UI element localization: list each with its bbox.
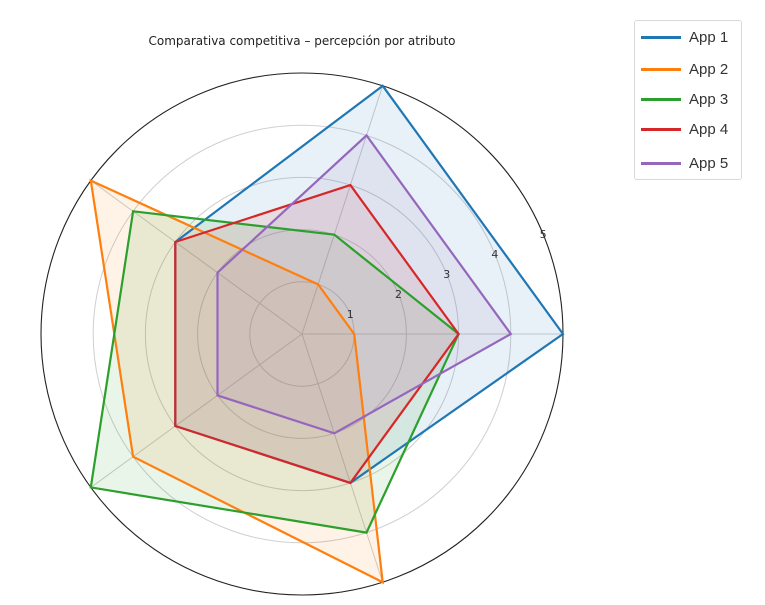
series-line-5 bbox=[216, 133, 513, 435]
series-fill-5 bbox=[217, 135, 511, 434]
legend-label: App 4 bbox=[689, 120, 729, 138]
legend-item-app-3: App 3 bbox=[641, 89, 728, 109]
series-line-4 bbox=[174, 183, 460, 485]
legend: App 1 App 2 App 3 App 4 App 5 bbox=[634, 20, 742, 180]
radial-tick-label: 1 bbox=[347, 308, 354, 321]
series-line-3 bbox=[89, 210, 460, 534]
series-line-2 bbox=[89, 178, 385, 585]
legend-label: App 1 bbox=[689, 28, 729, 46]
series-fill-3 bbox=[90, 211, 459, 533]
legend-item-app-5: App 5 bbox=[641, 153, 728, 173]
legend-swatch-line-icon bbox=[641, 35, 681, 39]
grid-spoke bbox=[301, 333, 384, 583]
grid-spoke bbox=[90, 333, 303, 488]
radial-tick-label: 3 bbox=[443, 268, 450, 281]
legend-swatch-line-icon bbox=[641, 127, 681, 131]
legend-item-app-1: App 1 bbox=[641, 27, 728, 47]
legend-item-app-2: App 2 bbox=[641, 59, 728, 79]
radial-tick-labels: 1 2 3 4 5 bbox=[347, 228, 547, 321]
legend-swatch-line-icon bbox=[641, 161, 681, 165]
series-fill-4 bbox=[175, 185, 459, 483]
grid-spoke bbox=[301, 85, 384, 335]
grid-spoke bbox=[90, 180, 303, 335]
radial-tick-label: 2 bbox=[395, 288, 402, 301]
radial-tick-label: 5 bbox=[540, 228, 547, 241]
radar-series bbox=[89, 84, 565, 585]
legend-swatch-line-icon bbox=[641, 67, 681, 71]
legend-swatch-line-icon bbox=[641, 97, 681, 101]
series-fill-1 bbox=[175, 85, 564, 483]
chart-title: Comparativa competitiva – percepción por… bbox=[148, 34, 456, 48]
radial-tick-label: 4 bbox=[491, 248, 498, 261]
legend-label: App 5 bbox=[689, 154, 729, 172]
legend-label: App 2 bbox=[689, 60, 729, 78]
legend-item-app-4: App 4 bbox=[641, 119, 728, 139]
legend-label: App 3 bbox=[689, 90, 729, 108]
